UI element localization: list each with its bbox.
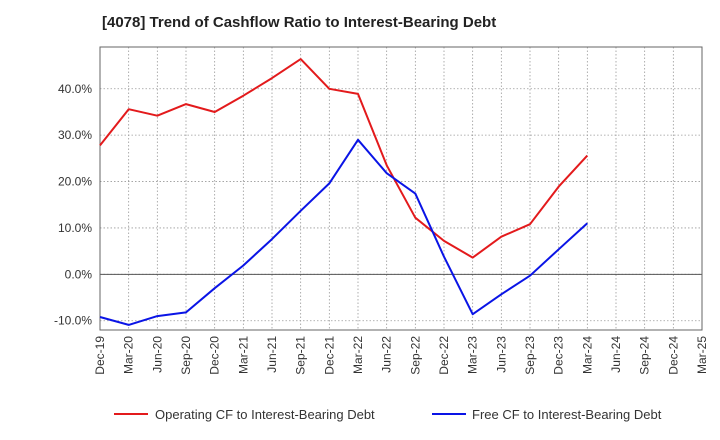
y-tick-label: -10.0% (54, 314, 92, 328)
series-line-free-cf (99, 138, 588, 326)
y-tick-label: 10.0% (58, 221, 92, 235)
legend-label: Operating CF to Interest-Bearing Debt (155, 407, 375, 422)
x-tick-label: Mar-20 (122, 336, 136, 374)
x-tick-label: Jun-21 (265, 336, 279, 373)
x-tick-label: Dec-19 (93, 336, 107, 375)
x-tick-label: Dec-20 (208, 336, 222, 375)
x-tick-label: Sep-21 (294, 336, 308, 375)
x-tick-label: Dec-21 (322, 336, 336, 375)
x-tick-label: Dec-24 (666, 336, 680, 375)
series-lines (99, 58, 589, 326)
x-tick-label: Jun-20 (150, 336, 164, 373)
x-tick-label: Jun-24 (609, 336, 623, 373)
series-line-operating-cf (99, 58, 589, 259)
x-tick-label: Sep-24 (638, 336, 652, 375)
y-tick-label: 20.0% (58, 175, 92, 189)
axes (99, 46, 703, 331)
y-tick-label: 40.0% (58, 82, 92, 96)
x-tick-label: Mar-21 (236, 336, 250, 374)
x-tick-label: Jun-23 (494, 336, 508, 373)
y-tick-label: 0.0% (65, 267, 93, 281)
x-tick-label: Mar-24 (580, 336, 594, 374)
legend: Operating CF to Interest-Bearing Debt Fre… (114, 407, 662, 422)
x-tick-label: Sep-22 (408, 336, 422, 375)
y-tick-labels: -10.0% 0.0% 10.0% 20.0% 30.0% 40.0% (54, 82, 92, 328)
x-tick-label: Jun-22 (380, 336, 394, 373)
y-tick-label: 30.0% (58, 128, 92, 142)
x-tick-labels: Dec-19 Mar-20 Jun-20 Sep-20 Dec-20 Mar-21 Jun-… (93, 336, 709, 375)
x-tick-label: Mar-22 (351, 336, 365, 374)
chart-title: [4078] Trend of Cashflow Ratio to Intere… (102, 14, 497, 31)
x-tick-label: Dec-22 (437, 336, 451, 375)
x-tick-label: Mar-25 (695, 336, 709, 374)
legend-label: Free CF to Interest-Bearing Debt (472, 407, 662, 422)
x-tick-label: Dec-23 (552, 336, 566, 375)
x-tick-label: Sep-20 (179, 336, 193, 375)
plot-frame (99, 46, 703, 331)
grid-lines (99, 47, 703, 330)
x-tick-label: Mar-23 (466, 336, 480, 374)
x-tick-label: Sep-23 (523, 336, 537, 375)
